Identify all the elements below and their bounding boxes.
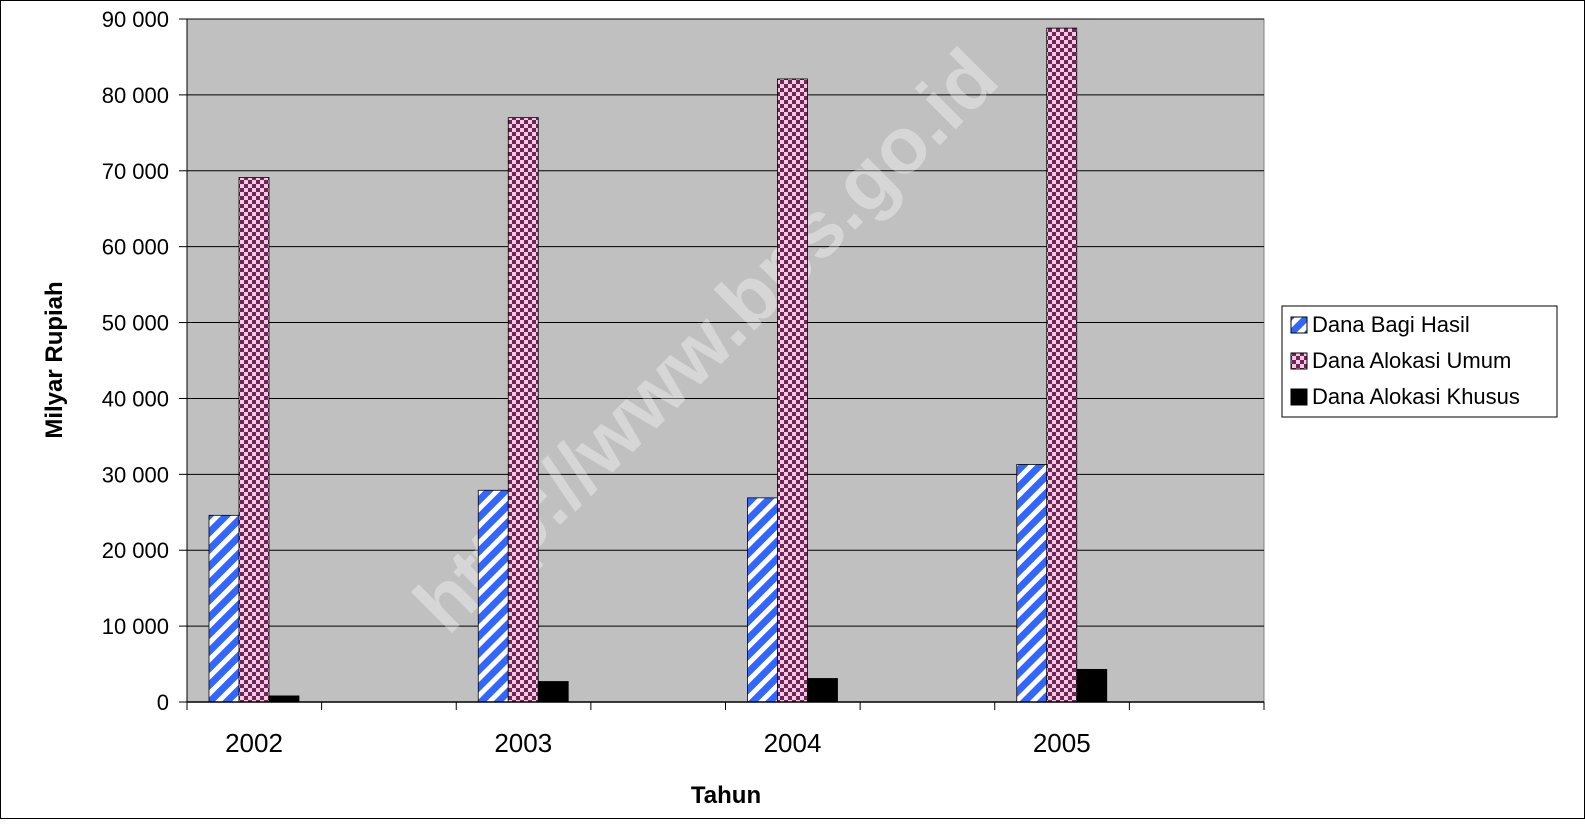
- y-tick-label: 60 000: [102, 235, 169, 260]
- legend-label: Dana Bagi Hasil: [1312, 312, 1470, 337]
- gridlines: [187, 18, 1264, 627]
- bar-dana-alokasi-umum: [507, 117, 539, 703]
- bar-dana-alokasi-khusus: [1076, 668, 1108, 703]
- legend-label: Dana Alokasi Khusus: [1312, 384, 1520, 409]
- bar-dana-bagi-hasil: [208, 514, 240, 703]
- y-tick-labels: 0 10 000 20 000 30 000 40 000 50 000 60 000 70 …: [102, 7, 169, 715]
- x-tick-label: 2003: [494, 728, 552, 758]
- legend-box: [1281, 305, 1558, 418]
- y-tick-label: 50 000: [102, 311, 169, 336]
- x-tick-label: 2004: [764, 728, 822, 758]
- axes: [179, 18, 1265, 710]
- x-tick-label: 2002: [225, 728, 283, 758]
- bar-dana-alokasi-khusus: [268, 695, 300, 703]
- bar-dana-bagi-hasil: [747, 497, 778, 703]
- bar-dana-alokasi-khusus: [807, 678, 838, 703]
- y-tick-label: 90 000: [102, 7, 169, 32]
- bars-group: [208, 27, 1108, 703]
- legend-label: Dana Alokasi Umum: [1312, 348, 1511, 373]
- y-tick-label: 10 000: [102, 614, 169, 639]
- y-tick-label: 30 000: [102, 462, 169, 487]
- legend-swatch: [1290, 316, 1308, 334]
- bar-dana-alokasi-khusus: [537, 681, 569, 703]
- bar-dana-bagi-hasil: [477, 489, 509, 703]
- legend-swatch: [1290, 388, 1308, 406]
- legend: Dana Bagi Hasil Dana Alokasi Umum Dana Alo…: [1281, 305, 1558, 418]
- x-tick-label: 2005: [1033, 728, 1091, 758]
- bar-dana-bagi-hasil: [1016, 464, 1048, 703]
- bar-dana-alokasi-umum: [238, 177, 270, 703]
- y-tick-label: 20 000: [102, 538, 169, 563]
- y-tick-label: 80 000: [102, 83, 169, 108]
- y-tick-label: 70 000: [102, 159, 169, 184]
- x-tick-labels: 2002 2003 2004 2005: [225, 728, 1091, 758]
- bar-dana-alokasi-umum: [777, 78, 808, 703]
- y-axis-title: Milyar Rupiah: [41, 281, 68, 438]
- bar-dana-alokasi-umum: [1046, 27, 1078, 703]
- y-tick-label: 40 000: [102, 386, 169, 411]
- y-tick-label: 0: [157, 690, 169, 715]
- x-axis-title: Tahun: [691, 782, 761, 809]
- legend-swatch: [1290, 352, 1308, 370]
